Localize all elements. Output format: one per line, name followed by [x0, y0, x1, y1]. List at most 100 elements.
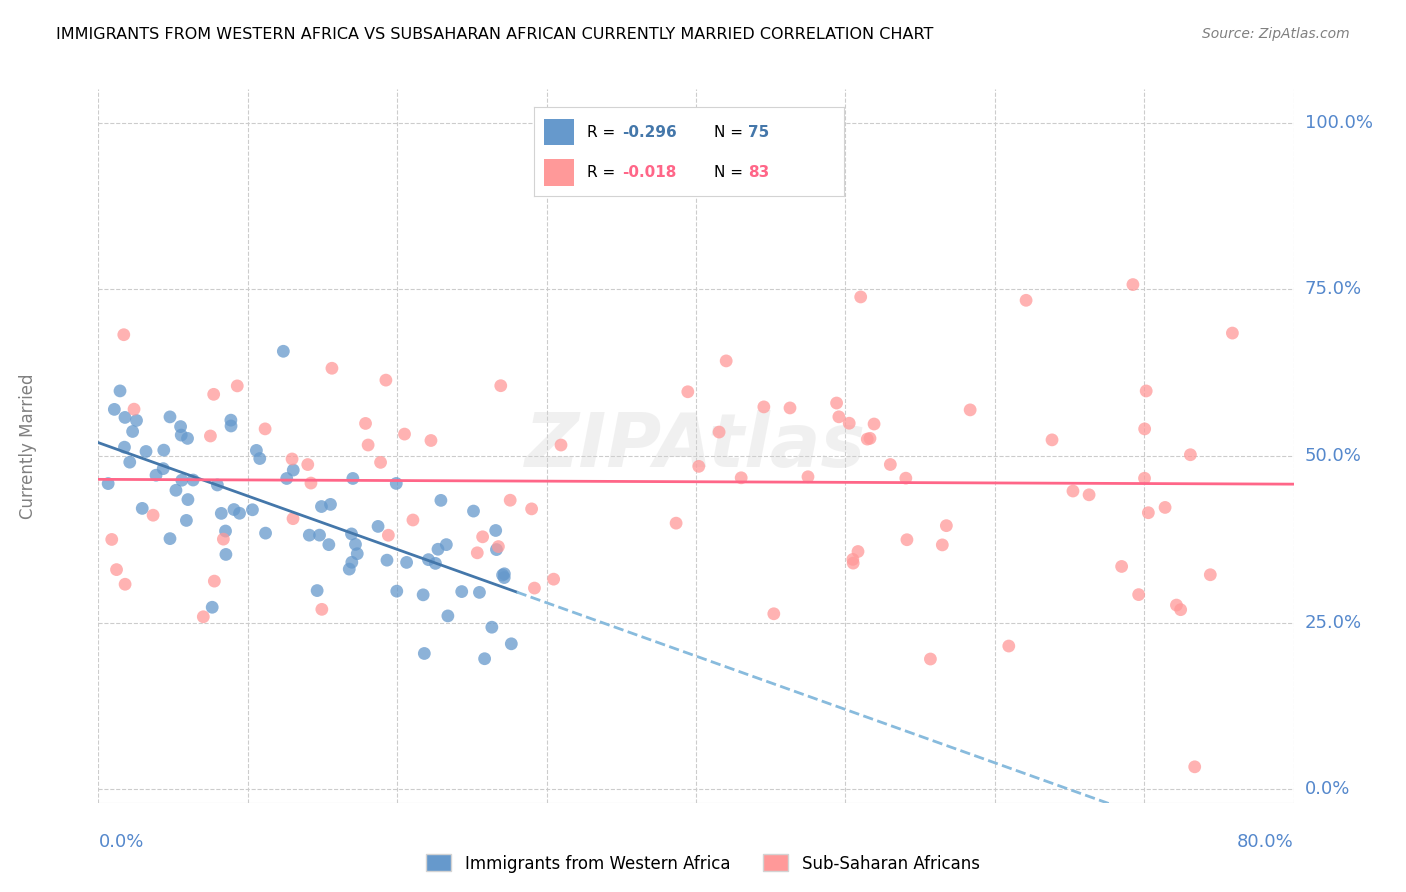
Text: 83: 83 — [748, 165, 769, 179]
Point — [165, 483, 187, 498]
Point — [142, 508, 165, 523]
Point — [177, 492, 200, 507]
Point — [828, 409, 851, 424]
Point — [863, 417, 886, 431]
Point — [242, 502, 264, 516]
Point — [931, 538, 953, 552]
Point — [856, 432, 879, 446]
Point — [100, 533, 122, 547]
Point — [200, 429, 222, 443]
Point — [1170, 602, 1192, 616]
Point — [997, 639, 1019, 653]
Point — [665, 516, 688, 530]
Text: -0.018: -0.018 — [623, 165, 676, 179]
Point — [159, 532, 181, 546]
Point — [413, 647, 436, 661]
Point — [176, 513, 198, 527]
Point — [468, 585, 491, 599]
Point — [209, 507, 232, 521]
Point — [170, 473, 193, 487]
Text: R =: R = — [586, 125, 620, 139]
Point — [550, 438, 572, 452]
Point — [920, 652, 942, 666]
Text: 80.0%: 80.0% — [1237, 833, 1294, 851]
Point — [318, 538, 340, 552]
Point — [520, 501, 543, 516]
Point — [879, 458, 901, 472]
Point — [465, 546, 488, 560]
Point — [340, 555, 363, 569]
Point — [486, 540, 509, 554]
Point — [859, 431, 882, 445]
Text: Source: ZipAtlas.com: Source: ZipAtlas.com — [1202, 27, 1350, 41]
Point — [1062, 483, 1084, 498]
Point — [394, 427, 416, 442]
Point — [485, 524, 508, 538]
Point — [797, 469, 820, 483]
Point — [118, 455, 141, 469]
Point — [485, 542, 508, 557]
Point — [420, 434, 443, 448]
Point — [737, 149, 759, 163]
Point — [342, 471, 364, 485]
Point — [283, 463, 305, 477]
Point — [474, 651, 496, 665]
Text: 75: 75 — [748, 125, 769, 139]
Point — [1040, 433, 1063, 447]
Point — [357, 438, 380, 452]
Point — [245, 443, 267, 458]
Point — [395, 555, 418, 569]
Point — [896, 533, 918, 547]
Point — [1133, 471, 1156, 485]
Point — [543, 572, 565, 586]
Point — [849, 290, 872, 304]
Point — [344, 537, 367, 551]
Text: Currently Married: Currently Married — [20, 373, 37, 519]
Point — [114, 440, 136, 454]
Point — [846, 544, 869, 558]
Point — [367, 519, 389, 533]
Point — [499, 493, 522, 508]
Point — [418, 552, 440, 566]
Point — [297, 458, 319, 472]
Point — [311, 500, 333, 514]
Point — [125, 413, 148, 427]
Point — [207, 478, 229, 492]
Point — [170, 428, 193, 442]
Point — [321, 361, 343, 376]
Point — [254, 422, 277, 436]
Point — [114, 577, 136, 591]
Point — [222, 502, 245, 516]
Point — [370, 455, 392, 469]
Point — [276, 471, 298, 485]
Text: 75.0%: 75.0% — [1305, 280, 1362, 298]
Bar — [544, 119, 575, 145]
Point — [489, 378, 512, 392]
Point — [894, 471, 917, 485]
Point — [471, 530, 494, 544]
Point — [779, 401, 801, 415]
Point — [249, 451, 271, 466]
Point — [842, 556, 865, 570]
Point — [212, 532, 235, 546]
Point — [97, 476, 120, 491]
Point — [254, 526, 277, 541]
Point — [688, 459, 710, 474]
Point — [959, 403, 981, 417]
Point — [375, 553, 398, 567]
Point — [374, 373, 396, 387]
Point — [308, 528, 330, 542]
Point — [523, 581, 546, 595]
Point — [1015, 293, 1038, 308]
Text: 100.0%: 100.0% — [1305, 113, 1372, 131]
Text: N =: N = — [714, 165, 748, 179]
Point — [193, 609, 215, 624]
Point — [201, 600, 224, 615]
Point — [481, 620, 503, 634]
Point — [121, 425, 143, 439]
Text: R =: R = — [586, 165, 620, 179]
Point — [412, 588, 434, 602]
Point — [219, 413, 242, 427]
Point — [340, 527, 363, 541]
Point — [152, 443, 174, 458]
